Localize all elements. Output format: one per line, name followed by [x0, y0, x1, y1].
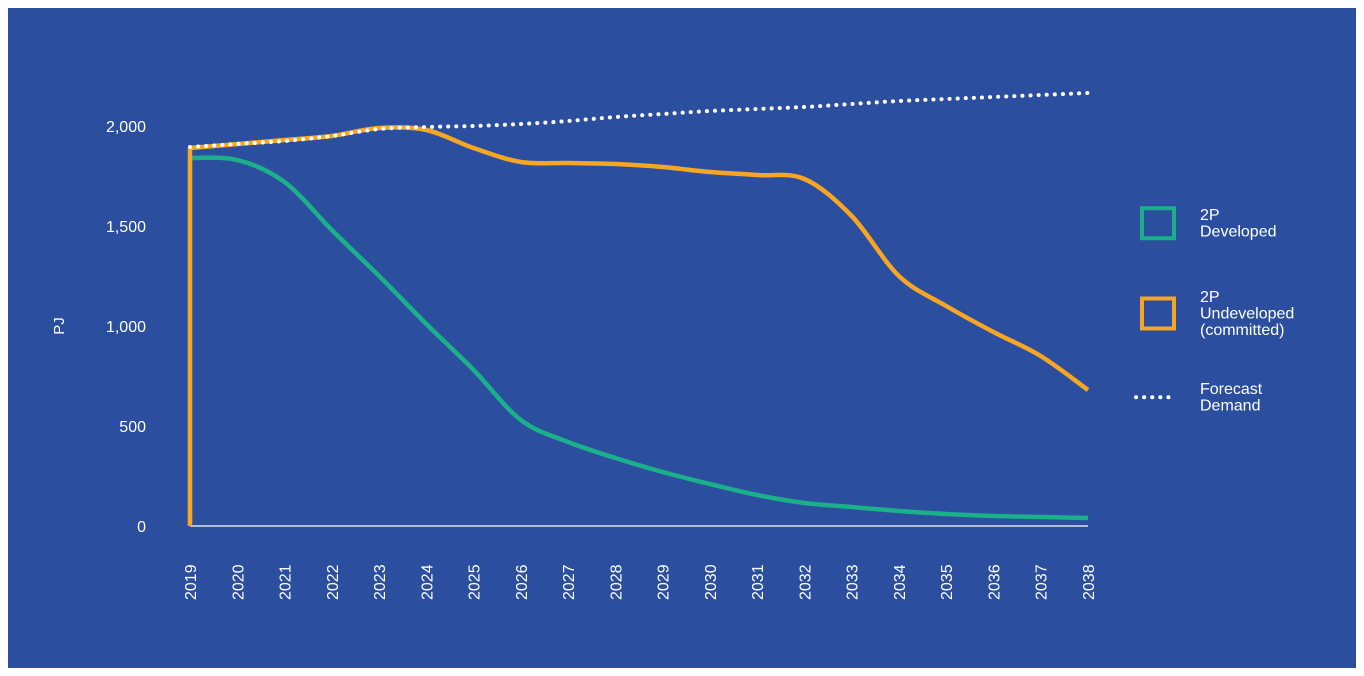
x-tick-label: 2026: [514, 564, 531, 600]
x-tick-label: 2033: [845, 564, 862, 600]
x-tick-label: 2038: [1081, 564, 1098, 600]
series-line-developed: [187, 155, 1089, 526]
x-ticks: 2019 2020 2021 2022 2023 2024 2025 2026 2027 2028…: [183, 564, 1098, 600]
legend-label-undeveloped: (committed): [1200, 322, 1284, 339]
x-tick-label: 2022: [325, 564, 342, 600]
x-tick-label: 2035: [939, 564, 956, 600]
y-tick-label: 2,000: [106, 119, 146, 136]
x-tick-label: 2019: [183, 564, 200, 600]
x-tick-label: 2032: [797, 564, 814, 600]
y-tick-label: 1,000: [106, 319, 146, 336]
legend-swatch-developed: [1140, 206, 1176, 241]
y-tick-label: 1,500: [106, 219, 146, 236]
x-tick-label: 2021: [278, 564, 295, 600]
x-tick-label: 2036: [986, 564, 1003, 600]
y-ticks: 0 500 1,000 1,500 2,000: [106, 119, 146, 536]
x-tick-label: 2030: [703, 564, 720, 600]
legend-swatch-undeveloped: [1140, 296, 1176, 331]
legend-label-developed: 2P: [1200, 207, 1220, 224]
x-tick-label: 2029: [656, 564, 673, 600]
legend-label-developed: Developed: [1200, 224, 1277, 241]
legend-label-forecast: Forecast: [1200, 381, 1263, 398]
series-line-undeveloped: [187, 125, 1090, 526]
x-tick-label: 2034: [892, 564, 909, 600]
y-tick-label: 0: [137, 519, 146, 536]
chart-background: [8, 8, 1356, 668]
series-line-forecast: [188, 91, 1090, 149]
legend-label-undeveloped: Undeveloped: [1200, 306, 1294, 323]
chart-panel: PJ 0 500 1,000 1,500 2,000 2019 2020 2021 2022 2…: [8, 8, 1356, 668]
x-tick-label: 2020: [230, 564, 247, 600]
x-tick-label: 2027: [561, 564, 578, 600]
x-tick-label: 2024: [419, 564, 436, 600]
x-tick-label: 2023: [372, 564, 389, 600]
series-group: [187, 91, 1090, 526]
x-tick-label: 2031: [750, 564, 767, 600]
x-tick-label: 2037: [1034, 564, 1051, 600]
legend-label-forecast: Demand: [1200, 398, 1260, 415]
y-axis-title: PJ: [51, 317, 68, 335]
legend: 2PDeveloped2PUndeveloped(committed)Forec…: [1134, 206, 1294, 415]
y-tick-label: 500: [119, 419, 146, 436]
x-tick-label: 2028: [608, 564, 625, 600]
x-tick-label: 2025: [467, 564, 484, 600]
legend-label-undeveloped: 2P: [1200, 289, 1220, 306]
